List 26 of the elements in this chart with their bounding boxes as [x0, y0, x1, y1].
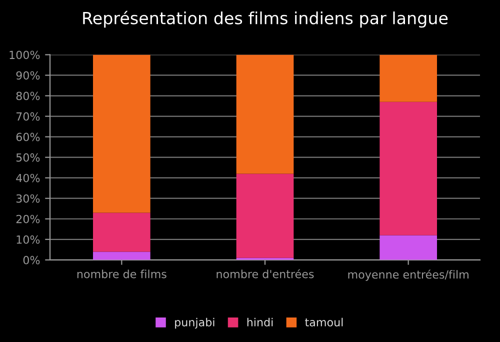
legend-label: punjabi: [175, 318, 214, 329]
x-tick-label: moyenne entrées/film: [348, 270, 468, 281]
chart-title: Représentation des films indiens par langue: [83, 10, 448, 28]
y-tick-label: 40%: [16, 174, 40, 182]
legend-label: hindi: [247, 318, 273, 326]
y-tick-label: 70%: [16, 112, 40, 121]
y-tick-label: 30%: [16, 194, 40, 203]
y-tick-label: 90%: [16, 71, 40, 80]
y-tick-label: 100%: [10, 50, 40, 60]
bar: [380, 235, 437, 260]
bar: [236, 54, 294, 174]
x-tick-label: nombre de films: [77, 270, 166, 278]
y-tick-label: 20%: [16, 214, 40, 224]
bar: [93, 212, 150, 252]
bar: [93, 252, 150, 260]
y-tick-label: 80%: [16, 92, 40, 100]
x-tick-label: nombre d'entrées: [216, 269, 314, 278]
bar: [93, 54, 150, 213]
y-tick-label: 50%: [16, 153, 40, 162]
y-tick-label: 60%: [16, 132, 40, 142]
y-tick-label: 10%: [16, 235, 40, 244]
bar: [380, 102, 437, 236]
legend-label: tamoul: [305, 318, 343, 326]
bar: [236, 174, 294, 258]
y-tick-label: 0%: [23, 256, 40, 264]
bar: [380, 54, 437, 102]
